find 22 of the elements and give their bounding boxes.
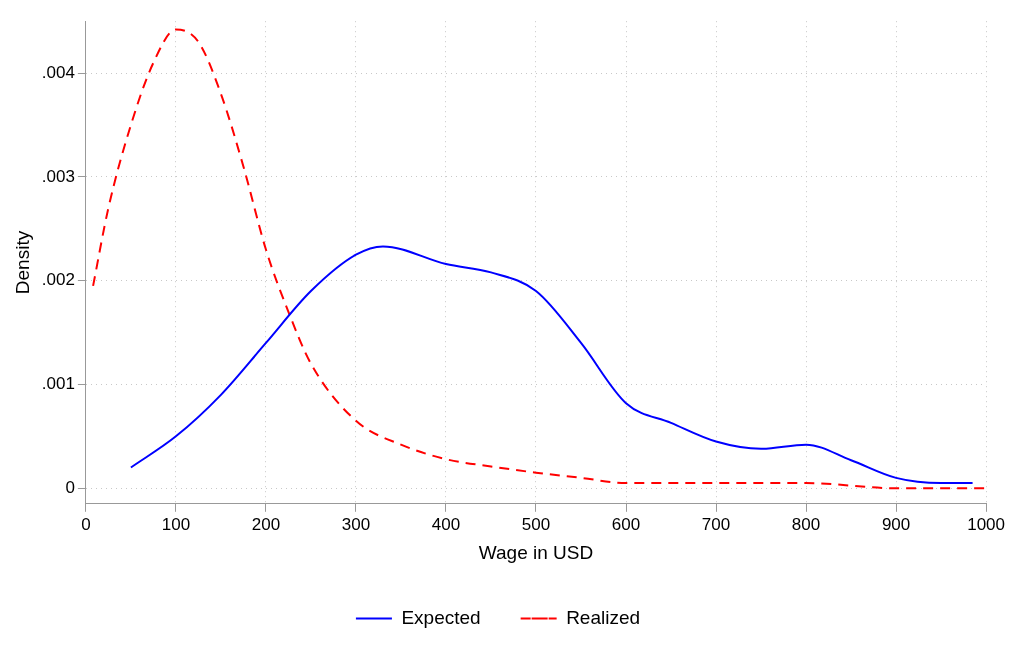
y-tick-label: 0: [65, 477, 75, 497]
x-tick-label: 900: [881, 514, 911, 534]
x-tick-label: 600: [611, 514, 641, 534]
x-tick-label: 300: [341, 514, 371, 534]
x-tick-label: 400: [431, 514, 461, 534]
x-tick-label: 700: [701, 514, 731, 534]
legend-label: Realized: [566, 606, 641, 628]
line-series: [129, 245, 974, 485]
x-tick-label: 0: [81, 514, 91, 534]
x-tick-label: 100: [161, 514, 191, 534]
x-axis-title: Wage in USD: [478, 541, 594, 563]
x-tick-label: 800: [791, 514, 821, 534]
y-tick-label: .002: [41, 270, 75, 290]
y-tick-label: .003: [41, 166, 75, 186]
x-tick-label: 500: [521, 514, 551, 534]
legend-label: Expected: [401, 606, 481, 628]
y-tick-label: .001: [41, 374, 75, 394]
x-tick-label: 200: [251, 514, 281, 534]
x-tick-label: 1000: [967, 514, 1005, 534]
line-series: [92, 28, 987, 490]
y-axis-title: Density: [11, 230, 33, 295]
y-tick-label: .004: [41, 62, 75, 82]
